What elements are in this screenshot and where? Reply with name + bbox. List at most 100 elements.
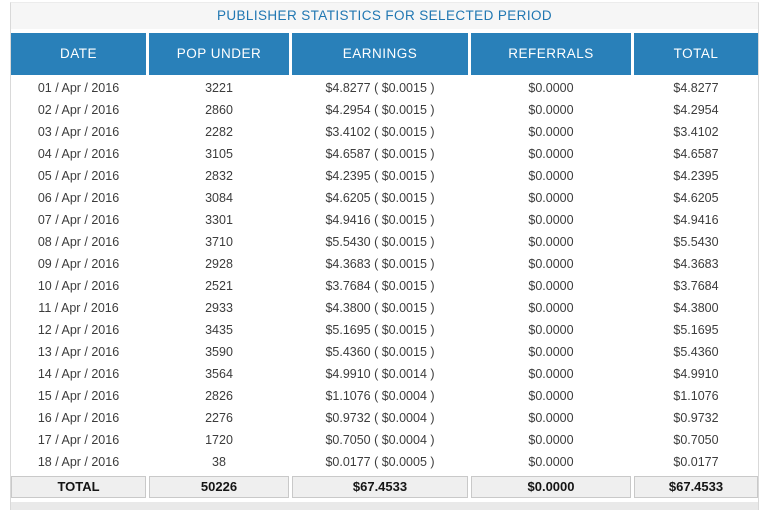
cell-earnings: $3.4102 ( $0.0015 ) (325, 125, 435, 139)
total-pop-under-cell: 50226 (149, 476, 289, 498)
cell-referrals: $0.0000 (528, 433, 574, 447)
table-total-row: TOTAL 50226 $67.4533 $0.0000 $67.4533 (11, 476, 758, 498)
cell-total: $4.3800 (673, 301, 719, 315)
cell-date: 14 / Apr / 2016 (37, 367, 120, 381)
cell-date: 12 / Apr / 2016 (37, 323, 120, 337)
cell-pop-under: 2928 (205, 257, 233, 271)
cell-earnings: $0.0177 ( $0.0005 ) (325, 455, 435, 469)
cell-date: 08 / Apr / 2016 (37, 235, 120, 249)
cell-total: $0.9732 (673, 411, 719, 425)
cell-total: $0.0177 (673, 455, 719, 469)
cell-referrals: $0.0000 (528, 411, 574, 425)
cell-referrals: $0.0000 (528, 235, 574, 249)
cell-earnings: $4.3683 ( $0.0015 ) (325, 257, 435, 271)
cell-pop-under: 38 (212, 455, 226, 469)
cell-total: $4.2395 (673, 169, 719, 183)
cell-earnings: $4.8277 ( $0.0015 ) (325, 81, 435, 95)
cell-pop-under: 3221 (205, 81, 233, 95)
cell-total: $5.5430 (673, 235, 719, 249)
cell-date: 01 / Apr / 2016 (37, 81, 120, 95)
cell-referrals: $0.0000 (528, 389, 574, 403)
cell-pop-under: 3301 (205, 213, 233, 227)
cell-earnings: $4.2395 ( $0.0015 ) (325, 169, 435, 183)
cell-earnings: $3.7684 ( $0.0015 ) (325, 279, 435, 293)
column-header-pop-under: POP UNDER (149, 33, 289, 75)
cell-earnings: $0.9732 ( $0.0004 ) (325, 411, 435, 425)
cell-earnings: $0.7050 ( $0.0004 ) (325, 433, 435, 447)
cell-date: 07 / Apr / 2016 (37, 213, 120, 227)
cell-total: $4.2954 (673, 103, 719, 117)
cell-referrals: $0.0000 (528, 81, 574, 95)
total-total-cell: $67.4533 (634, 476, 758, 498)
cell-total: $4.8277 (673, 81, 719, 95)
cell-date: 10 / Apr / 2016 (37, 279, 120, 293)
cell-pop-under: 3564 (205, 367, 233, 381)
cell-pop-under: 3710 (205, 235, 233, 249)
cell-referrals: $0.0000 (528, 103, 574, 117)
column-header-total: TOTAL (634, 33, 758, 75)
footer-strip (11, 502, 758, 510)
cell-pop-under: 3105 (205, 147, 233, 161)
cell-date: 06 / Apr / 2016 (37, 191, 120, 205)
cell-date: 18 / Apr / 2016 (37, 455, 120, 469)
cell-date: 17 / Apr / 2016 (37, 433, 120, 447)
cell-pop-under: 3435 (205, 323, 233, 337)
cell-total: $3.4102 (673, 125, 719, 139)
column-header-date: DATE (11, 33, 146, 75)
cell-referrals: $0.0000 (528, 191, 574, 205)
cell-referrals: $0.0000 (528, 213, 574, 227)
table-body: 01 / Apr / 2016 3221 $4.8277 ( $0.0015 )… (11, 77, 758, 473)
cell-earnings: $4.9416 ( $0.0015 ) (325, 213, 435, 227)
cell-pop-under: 2933 (205, 301, 233, 315)
cell-total: $3.7684 (673, 279, 719, 293)
cell-referrals: $0.0000 (528, 257, 574, 271)
cell-total: $4.6587 (673, 147, 719, 161)
column-header-referrals: REFERRALS (471, 33, 631, 75)
total-earnings-cell: $67.4533 (292, 476, 468, 498)
total-referrals-cell: $0.0000 (471, 476, 631, 498)
cell-pop-under: 2832 (205, 169, 233, 183)
cell-date: 15 / Apr / 2016 (37, 389, 120, 403)
cell-earnings: $4.6205 ( $0.0015 ) (325, 191, 435, 205)
cell-referrals: $0.0000 (528, 279, 574, 293)
cell-pop-under: 1720 (205, 433, 233, 447)
cell-total: $5.1695 (673, 323, 719, 337)
column-header-earnings: EARNINGS (292, 33, 468, 75)
cell-total: $4.9910 (673, 367, 719, 381)
cell-referrals: $0.0000 (528, 323, 574, 337)
cell-referrals: $0.0000 (528, 455, 574, 469)
cell-referrals: $0.0000 (528, 301, 574, 315)
cell-total: $1.1076 (673, 389, 719, 403)
cell-pop-under: 3084 (205, 191, 233, 205)
cell-date: 16 / Apr / 2016 (37, 411, 120, 425)
cell-total: $4.3683 (673, 257, 719, 271)
cell-referrals: $0.0000 (528, 367, 574, 381)
cell-earnings: $5.1695 ( $0.0015 ) (325, 323, 435, 337)
cell-date: 04 / Apr / 2016 (37, 147, 120, 161)
cell-total: $4.6205 (673, 191, 719, 205)
cell-pop-under: 2521 (205, 279, 233, 293)
cell-earnings: $5.5430 ( $0.0015 ) (325, 235, 435, 249)
cell-total: $5.4360 (673, 345, 719, 359)
cell-date: 02 / Apr / 2016 (37, 103, 120, 117)
cell-earnings: $4.2954 ( $0.0015 ) (325, 103, 435, 117)
cell-earnings: $1.1076 ( $0.0004 ) (325, 389, 435, 403)
cell-earnings: $4.6587 ( $0.0015 ) (325, 147, 435, 161)
cell-referrals: $0.0000 (528, 125, 574, 139)
cell-pop-under: 2276 (205, 411, 233, 425)
publisher-statistics-panel: PUBLISHER STATISTICS FOR SELECTED PERIOD… (10, 2, 759, 510)
cell-referrals: $0.0000 (528, 169, 574, 183)
cell-pop-under: 3590 (205, 345, 233, 359)
cell-earnings: $4.3800 ( $0.0015 ) (325, 301, 435, 315)
cell-pop-under: 2826 (205, 389, 233, 403)
cell-date: 03 / Apr / 2016 (37, 125, 120, 139)
cell-earnings: $5.4360 ( $0.0015 ) (325, 345, 435, 359)
panel-title: PUBLISHER STATISTICS FOR SELECTED PERIOD (11, 3, 758, 29)
table-header-row: DATE POP UNDER EARNINGS REFERRALS TOTAL (11, 33, 758, 75)
cell-total: $0.7050 (673, 433, 719, 447)
cell-total: $4.9416 (673, 213, 719, 227)
cell-referrals: $0.0000 (528, 345, 574, 359)
cell-pop-under: 2860 (205, 103, 233, 117)
cell-earnings: $4.9910 ( $0.0014 ) (325, 367, 435, 381)
cell-date: 13 / Apr / 2016 (37, 345, 120, 359)
